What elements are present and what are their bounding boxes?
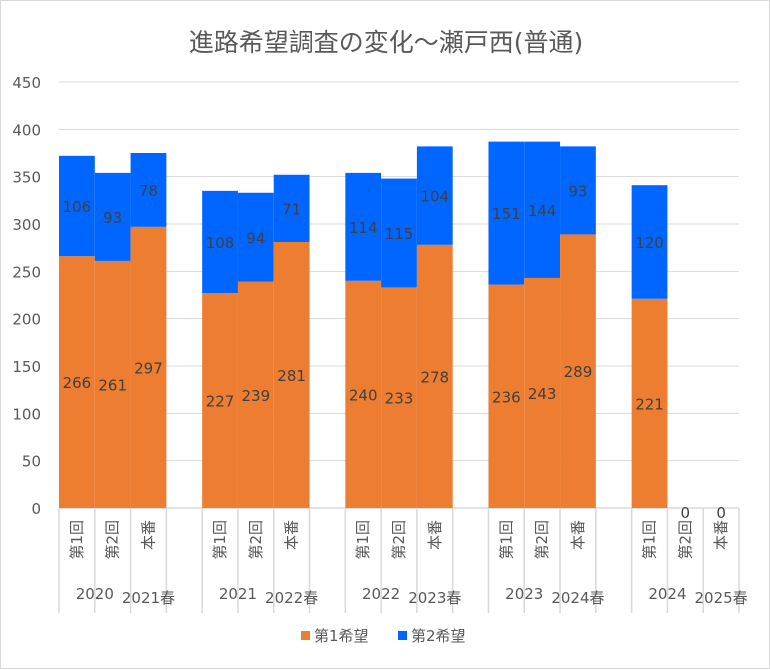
group-label: 2020	[76, 585, 114, 603]
data-label: 106	[63, 198, 92, 216]
data-label: 236	[492, 388, 521, 406]
bar-second	[524, 141, 561, 278]
data-label: 71	[282, 200, 301, 218]
bar-second	[416, 146, 453, 245]
data-label: 281	[277, 367, 306, 385]
y-tick-label: 200	[12, 311, 41, 329]
data-label: 243	[528, 385, 557, 403]
bar-first	[273, 241, 310, 508]
bar-second	[560, 146, 596, 235]
group-label: 2022	[362, 585, 400, 603]
x-tick-label: 本番	[426, 520, 444, 550]
bar-second	[130, 153, 167, 227]
data-label: 93	[568, 182, 587, 200]
bar-first	[416, 244, 453, 508]
x-tick-label: 第1回	[354, 520, 372, 560]
x-tick-label: 第1回	[68, 520, 86, 560]
data-label: 278	[420, 368, 449, 386]
y-tick-label: 150	[12, 358, 41, 376]
data-label: 233	[385, 390, 414, 408]
group-label: 2024	[648, 585, 686, 603]
x-tick-label: 本番	[139, 520, 157, 550]
data-label: 221	[635, 395, 664, 413]
data-label: 266	[63, 374, 92, 392]
bar-first	[345, 280, 382, 508]
data-label: 115	[385, 225, 414, 243]
data-label: 151	[492, 205, 521, 223]
bar-first	[381, 287, 417, 508]
x-tick-label: 第2回	[676, 520, 694, 560]
bar-second	[202, 190, 238, 294]
y-tick-label: 450	[12, 74, 41, 92]
group-label: 2025春	[695, 589, 748, 607]
x-tick-label: 第1回	[497, 520, 515, 560]
group-label: 2023春	[408, 589, 461, 607]
x-tick-label: 第2回	[104, 520, 122, 560]
data-label: 94	[246, 229, 265, 247]
data-label: 108	[206, 234, 235, 252]
x-tick-label: 第1回	[211, 520, 229, 560]
bar-second	[345, 172, 382, 281]
bar-first	[94, 260, 131, 508]
y-tick-label: 100	[12, 405, 41, 423]
data-label: 78	[139, 182, 158, 200]
data-label: 227	[206, 393, 235, 411]
data-label: 289	[564, 363, 593, 381]
data-label: 120	[635, 234, 664, 252]
x-tick-label: 本番	[283, 520, 301, 550]
y-tick-label: 50	[22, 453, 41, 471]
data-label: 297	[134, 359, 163, 377]
y-tick-label: 400	[12, 121, 41, 139]
data-label: 144	[528, 202, 557, 220]
group-label: 2024春	[551, 589, 604, 607]
chart-title: 進路希望調査の変化～瀬戸西(普通)	[188, 28, 584, 57]
y-tick-label: 0	[31, 500, 41, 518]
data-label: 0	[681, 504, 691, 522]
y-tick-label: 250	[12, 263, 41, 281]
data-label: 93	[103, 209, 122, 227]
bar-second	[237, 192, 274, 282]
legend-swatch	[398, 631, 407, 640]
data-label: 240	[349, 386, 378, 404]
bar-second	[94, 172, 131, 261]
bar-first	[202, 293, 238, 508]
data-label: 261	[98, 376, 127, 394]
bar-first	[59, 256, 95, 508]
bar-first	[560, 234, 596, 508]
x-tick-label: 第2回	[390, 520, 408, 560]
group-label: 2021	[219, 585, 257, 603]
bar-second	[273, 174, 310, 242]
x-tick-label: 第1回	[641, 520, 659, 560]
x-tick-label: 本番	[712, 520, 730, 550]
legend-label: 第2希望	[411, 627, 466, 645]
bar-second	[631, 185, 668, 299]
bar-first	[130, 226, 167, 508]
data-label: 104	[420, 188, 449, 206]
x-tick-label: 第2回	[533, 520, 551, 560]
group-label: 2023	[505, 585, 543, 603]
x-tick-label: 第2回	[247, 520, 265, 560]
legend-label: 第1希望	[314, 627, 369, 645]
group-label: 2021春	[122, 589, 175, 607]
legend-swatch	[301, 631, 310, 640]
bar-second	[488, 141, 525, 285]
data-label: 114	[349, 219, 378, 237]
bar-first	[237, 281, 274, 508]
bar-second	[381, 178, 417, 288]
y-tick-label: 300	[12, 216, 41, 234]
x-tick-label: 本番	[569, 520, 587, 550]
data-label: 239	[242, 387, 271, 405]
bar-second	[59, 155, 95, 257]
bar-first	[488, 284, 525, 508]
y-tick-label: 350	[12, 169, 41, 187]
data-label: 0	[716, 504, 726, 522]
group-label: 2022春	[265, 589, 318, 607]
bar-first	[524, 277, 561, 508]
bar-first	[631, 298, 668, 508]
